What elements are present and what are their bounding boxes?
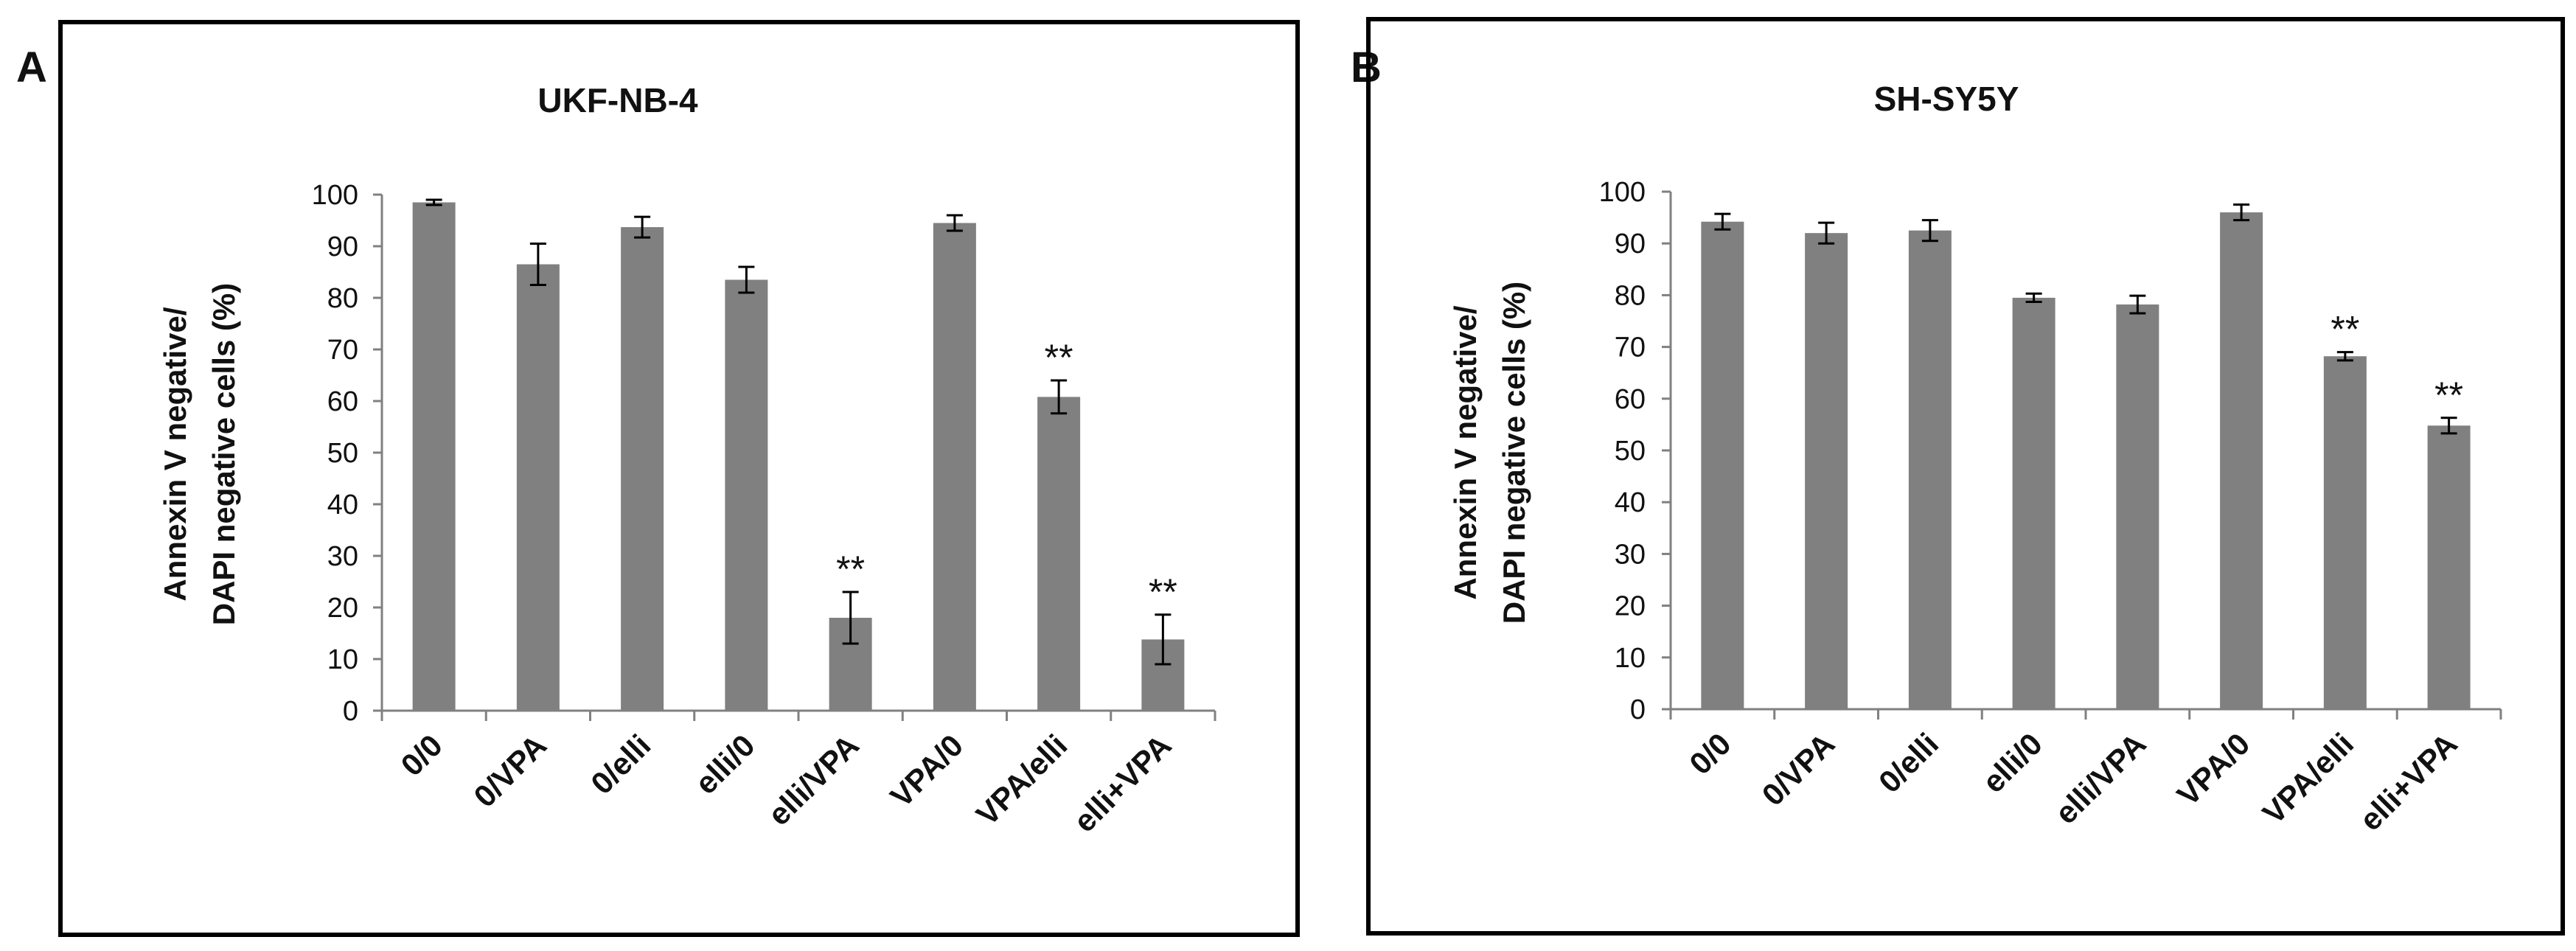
y-tick-label: 70 [327, 335, 358, 366]
x-tick-label: 0/elli [584, 728, 657, 801]
x-tick-label: 0/0 [1682, 726, 1738, 781]
y-axis-label-line: DAPI negative cells (%) [1497, 282, 1531, 624]
y-tick-label: 80 [327, 283, 358, 314]
y-tick-label: 50 [327, 438, 358, 469]
y-tick-label: 20 [1615, 591, 1646, 622]
y-tick-label: 60 [1615, 384, 1646, 415]
bar-vpa-elli [2323, 356, 2367, 709]
x-tick-label: VPA/elli [970, 728, 1074, 832]
x-tick-label: 0/0 [394, 728, 449, 783]
significance-marker: ** [2330, 309, 2359, 350]
y-tick-label: 100 [312, 180, 358, 211]
bar-elli-0 [2012, 297, 2055, 709]
y-axis-label-line: DAPI negative cells (%) [206, 283, 241, 625]
y-tick-label: 100 [1599, 177, 1646, 208]
x-tick-label: VPA/elli [2256, 726, 2361, 831]
x-tick-label: elli/0 [688, 728, 761, 801]
chart-title: SH-SY5Y [1874, 80, 2019, 118]
bar-elli-vpa [2116, 304, 2159, 709]
x-tick-label: elli+VPA [1067, 728, 1178, 839]
y-tick-label: 20 [327, 593, 358, 624]
chart-title: UKF-NB-4 [537, 81, 698, 119]
chart-a: UKF-NB-4 Annexin V negative/DAPI negative… [158, 81, 1216, 839]
y-tick-label: 50 [1615, 436, 1646, 467]
x-tick-label: elli/VPA [2048, 726, 2153, 831]
significance-marker: ** [1045, 337, 1073, 378]
y-tick-label: 40 [327, 490, 358, 520]
y-tick-label: 30 [1615, 539, 1646, 570]
y-tick-label: 0 [343, 696, 358, 727]
significance-marker: ** [1149, 571, 1177, 613]
x-tick-label: VPA/0 [883, 728, 970, 814]
bar-vpa-0 [933, 223, 976, 711]
panel-letter-b: B [1351, 43, 1382, 91]
bar-vpa-0 [2220, 212, 2263, 710]
y-axis-label-line: Annexin V negative/ [158, 307, 192, 601]
significance-marker: ** [2434, 375, 2463, 416]
significance-marker: ** [836, 548, 865, 590]
bar-0-0 [1701, 221, 1744, 709]
chart-b-frame [1366, 17, 2565, 936]
x-tick-label: elli/0 [1976, 726, 2049, 799]
y-tick-label: 90 [327, 231, 358, 262]
chart-b: SH-SY5Y Annexin V negative/DAPI negative … [1448, 80, 2502, 837]
y-axis-label-line: Annexin V negative/ [1448, 305, 1483, 599]
bar-0-elli [621, 227, 664, 711]
y-tick-label: 60 [327, 386, 358, 417]
y-tick-label: 90 [1615, 229, 1646, 259]
panel-letter-a: A [16, 43, 47, 91]
x-tick-label: 0/VPA [1755, 726, 1842, 812]
bar-0-vpa [1805, 233, 1848, 709]
y-tick-label: 40 [1615, 487, 1646, 518]
chart-a-frame [58, 20, 1300, 937]
x-tick-label: 0/elli [1872, 726, 1945, 799]
y-tick-label: 80 [1615, 280, 1646, 311]
bar-elli-0 [725, 279, 768, 711]
y-tick-label: 0 [1630, 694, 1646, 725]
bar-elli-vpa [2427, 425, 2471, 709]
bar-0-0 [412, 202, 456, 711]
y-tick-label: 30 [327, 541, 358, 572]
y-tick-label: 70 [1615, 332, 1646, 363]
y-tick-label: 10 [327, 644, 358, 675]
x-tick-label: 0/VPA [467, 728, 553, 814]
x-tick-label: elli+VPA [2353, 726, 2464, 837]
bar-0-elli [1908, 230, 1952, 709]
bar-0-vpa [516, 264, 560, 711]
bar-vpa-elli [1037, 397, 1081, 711]
y-tick-label: 10 [1615, 643, 1646, 674]
x-tick-label: elli/VPA [761, 728, 866, 832]
x-tick-label: VPA/0 [2171, 726, 2257, 812]
